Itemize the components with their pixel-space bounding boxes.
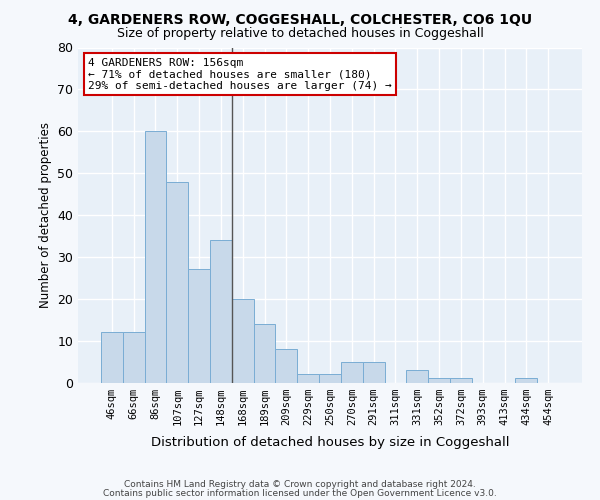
Bar: [254, 324, 275, 382]
Bar: [275, 349, 297, 382]
Y-axis label: Number of detached properties: Number of detached properties: [38, 122, 52, 308]
Bar: [101, 332, 123, 382]
Bar: [297, 374, 319, 382]
X-axis label: Distribution of detached houses by size in Coggeshall: Distribution of detached houses by size …: [151, 436, 509, 449]
Bar: [210, 240, 232, 382]
Bar: [166, 182, 188, 382]
Bar: [406, 370, 428, 382]
Bar: [232, 298, 254, 382]
Bar: [450, 378, 472, 382]
Bar: [341, 362, 363, 382]
Bar: [123, 332, 145, 382]
Text: Size of property relative to detached houses in Coggeshall: Size of property relative to detached ho…: [116, 28, 484, 40]
Text: Contains public sector information licensed under the Open Government Licence v3: Contains public sector information licen…: [103, 488, 497, 498]
Text: 4 GARDENERS ROW: 156sqm
← 71% of detached houses are smaller (180)
29% of semi-d: 4 GARDENERS ROW: 156sqm ← 71% of detache…: [88, 58, 392, 91]
Bar: [319, 374, 341, 382]
Bar: [428, 378, 450, 382]
Text: Contains HM Land Registry data © Crown copyright and database right 2024.: Contains HM Land Registry data © Crown c…: [124, 480, 476, 489]
Bar: [363, 362, 385, 382]
Bar: [145, 131, 166, 382]
Text: 4, GARDENERS ROW, COGGESHALL, COLCHESTER, CO6 1QU: 4, GARDENERS ROW, COGGESHALL, COLCHESTER…: [68, 12, 532, 26]
Bar: [188, 270, 210, 382]
Bar: [515, 378, 537, 382]
